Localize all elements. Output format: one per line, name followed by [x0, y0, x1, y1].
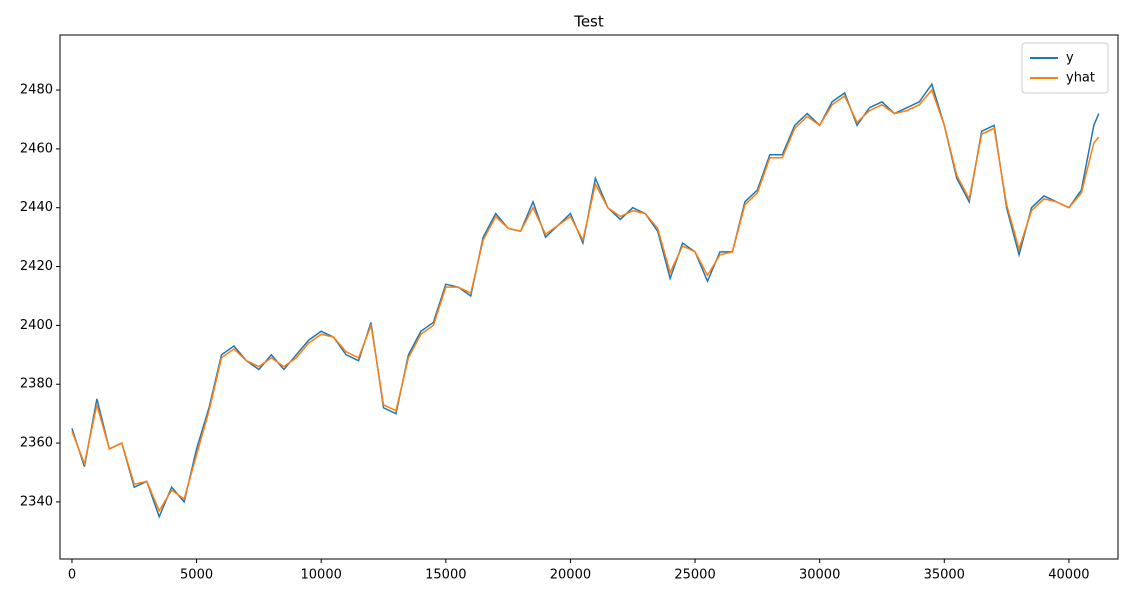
series-line [71, 82, 1100, 519]
legend-box [1021, 42, 1109, 94]
x-tick-label: 25000 [674, 568, 715, 583]
x-tick-label: 15000 [425, 568, 466, 583]
axes-frame [59, 34, 1119, 560]
y-tick-label: 2460 [20, 141, 53, 156]
x-tick-label: 0 [68, 568, 76, 583]
x-tick-label: 5000 [180, 568, 213, 583]
x-tick-label: 30000 [799, 568, 840, 583]
x-tick-label: 40000 [1048, 568, 1089, 583]
chart-title: Test [573, 13, 604, 31]
y-tick-label: 2360 [20, 436, 53, 451]
y-tick-label: 2340 [20, 494, 53, 509]
y-tick-label: 2440 [20, 200, 53, 215]
legend-label: yhat [1066, 71, 1095, 86]
x-tick-label: 20000 [550, 568, 591, 583]
y-tick-label: 2380 [20, 377, 53, 392]
y-tick-label: 2420 [20, 259, 53, 274]
y-tick-label: 2480 [20, 83, 53, 98]
y-tick-label: 2400 [20, 318, 53, 333]
series-line [71, 88, 1100, 513]
legend-label: y [1066, 51, 1074, 66]
x-tick-label: 35000 [924, 568, 965, 583]
x-tick-label: 10000 [301, 568, 342, 583]
